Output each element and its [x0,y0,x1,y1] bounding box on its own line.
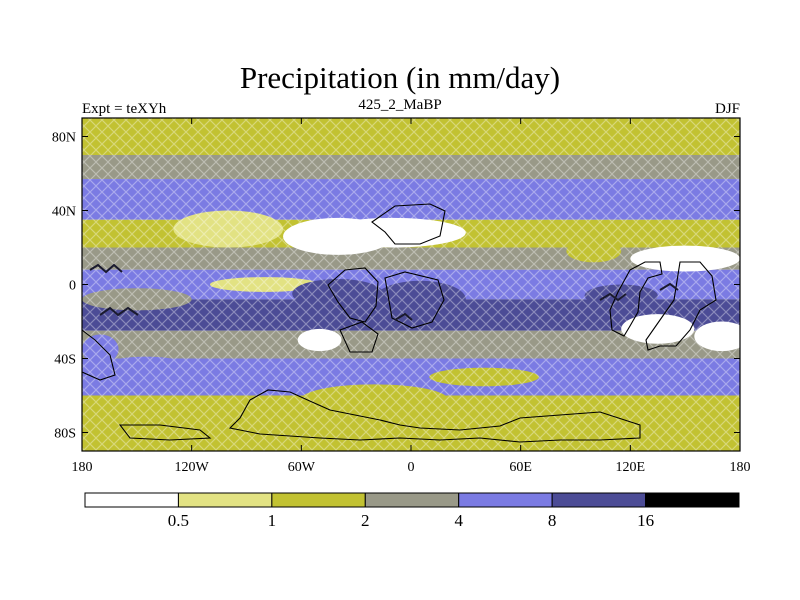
experiment-label: Expt = teXYh [82,101,167,117]
colorbar-swatch [364,492,460,508]
y-tick-label: 0 [69,279,76,294]
landmass-east [609,261,663,337]
x-tick-label: 60E [509,460,532,475]
landmass-south-central [228,389,641,443]
x-tick-label: 120W [175,460,210,475]
y-axis: 80N 40N 0 40S 80S [52,131,740,442]
run-label: 425_2_MaBP [358,97,442,113]
landmass-south-west-2 [118,424,212,441]
colorbar-swatch [551,492,647,508]
colorbar-label: 0.5 [168,511,189,530]
landmass-tropical-west [327,267,379,323]
colorbar-label: 2 [361,511,370,530]
x-tick-label: 180 [730,460,751,475]
colorbar-swatch [458,492,553,508]
x-tick-label: 180 [72,460,93,475]
colorbar-label: 16 [637,511,654,530]
x-tick-label: 120E [616,460,646,475]
coastlines [82,203,717,443]
y-tick-label: 80S [54,427,76,442]
landmass-far-east [645,261,717,351]
y-tick-label: 40S [54,353,76,368]
x-tick-label: 60W [288,460,316,475]
x-axis: 180 120W 60W 0 60E 120E 180 [72,118,751,475]
stipple-overlay [82,118,740,451]
colorbar-label: 4 [454,511,463,530]
colorbar-label: 1 [268,511,277,530]
x-tick-label: 0 [408,460,415,475]
y-tick-label: 40N [52,205,76,220]
landmass-south-west [82,329,116,381]
landmass-subtropical [339,321,379,353]
landmass-north [371,203,446,245]
colorbar-swatch [177,492,273,508]
colorbar-label: 8 [548,511,557,530]
chart-title: Precipitation (in mm/day) [239,60,561,95]
colorbar-swatch [645,492,740,508]
colorbar-swatch [271,492,366,508]
season-label: DJF [714,101,740,117]
accent-strokes [89,263,679,321]
colorbar-swatch [84,492,179,508]
y-tick-label: 80N [52,131,76,146]
colorbar: 0.5 1 2 4 8 16 [84,492,740,530]
